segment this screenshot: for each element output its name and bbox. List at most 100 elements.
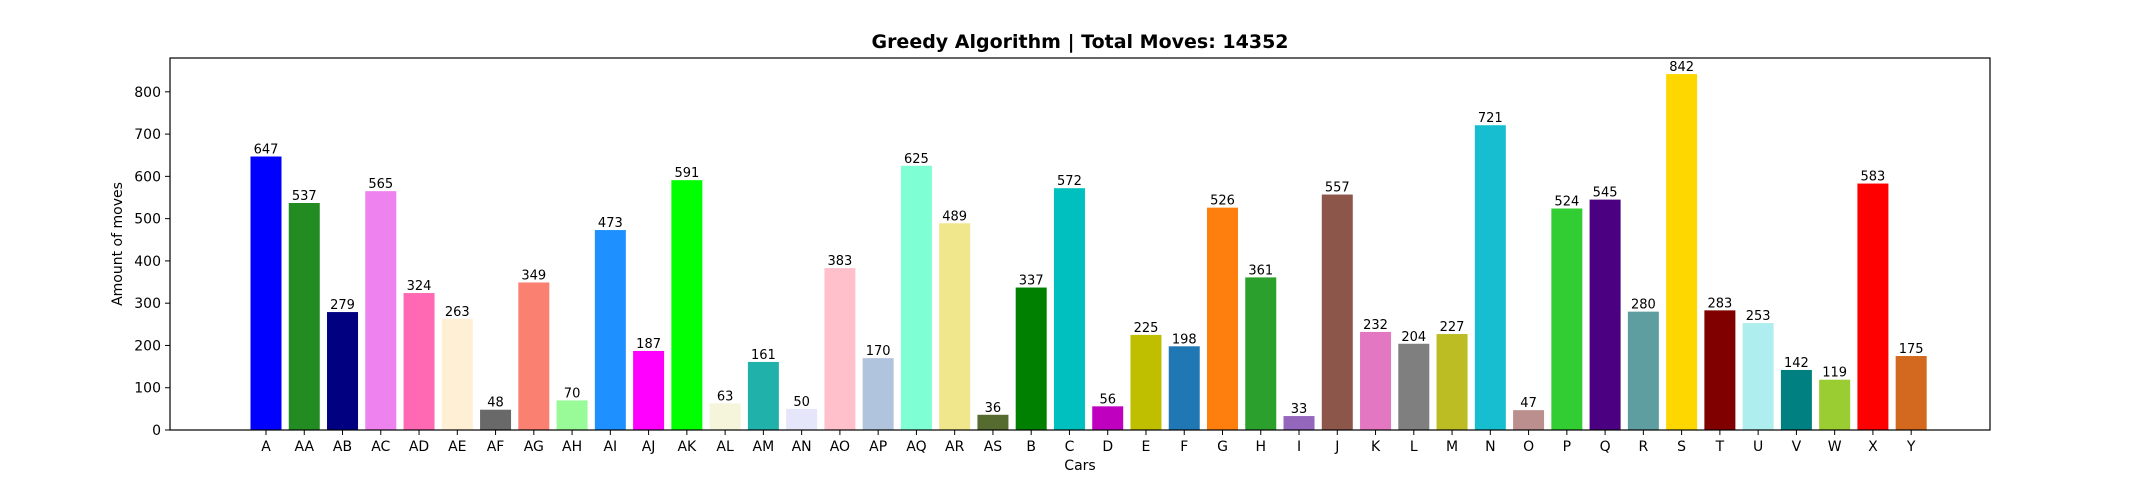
data-label-AN: 50 xyxy=(793,395,810,410)
data-label-M: 227 xyxy=(1440,320,1465,335)
bar-F xyxy=(1168,346,1200,430)
data-label-AC: 565 xyxy=(368,177,393,192)
data-label-Q: 545 xyxy=(1593,186,1618,201)
x-tick-label-G: G xyxy=(1217,439,1228,455)
bar-AQ xyxy=(900,165,932,431)
data-label-AP: 170 xyxy=(866,344,891,359)
bar-X xyxy=(1857,183,1889,430)
y-tick-label-100: 100 xyxy=(134,381,161,397)
x-tick-label-L: L xyxy=(1410,439,1418,455)
bar-AF xyxy=(480,409,512,430)
data-label-AA: 537 xyxy=(292,189,317,204)
bar-P xyxy=(1551,208,1583,430)
bar-AH xyxy=(556,400,588,430)
x-tick-label-N: N xyxy=(1485,439,1495,455)
y-tick-label-400: 400 xyxy=(134,254,161,270)
bar-Q xyxy=(1589,199,1621,430)
x-tick-label-D: D xyxy=(1102,439,1113,455)
x-tick-label-AS: AS xyxy=(984,439,1003,455)
x-tick-label-AD: AD xyxy=(409,439,429,455)
bar-C xyxy=(1053,188,1085,430)
bar-AP xyxy=(862,358,894,430)
x-tick-label-O: O xyxy=(1523,439,1534,455)
bar-AK xyxy=(671,180,703,430)
chart-title: Greedy Algorithm | Total Moves: 14352 xyxy=(871,31,1288,53)
x-tick-label-AI: AI xyxy=(603,439,617,455)
x-tick-label-AC: AC xyxy=(371,439,390,455)
y-tick-label-500: 500 xyxy=(134,212,161,228)
x-tick-label-Q: Q xyxy=(1600,439,1611,455)
data-label-AH: 70 xyxy=(564,386,581,401)
bar-U xyxy=(1742,323,1774,430)
x-tick-label-K: K xyxy=(1371,439,1381,455)
bar-R xyxy=(1627,311,1659,430)
x-tick-label-T: T xyxy=(1715,439,1725,455)
x-tick-label-AO: AO xyxy=(830,439,850,455)
bar-AS xyxy=(977,414,1009,430)
y-tick-label-0: 0 xyxy=(152,423,161,439)
x-tick-label-U: U xyxy=(1753,439,1763,455)
y-tick-label-600: 600 xyxy=(134,169,161,185)
bar-AA xyxy=(288,203,320,430)
data-label-AK: 591 xyxy=(674,166,699,181)
x-tick-label-R: R xyxy=(1638,439,1648,455)
y-axis: 0 100 200 300 400 500 600 700 800 xyxy=(134,85,170,439)
data-label-AD: 324 xyxy=(407,279,432,294)
bar-B xyxy=(1015,287,1047,430)
data-label-V: 142 xyxy=(1784,356,1809,371)
data-label-AR: 489 xyxy=(942,209,967,224)
bar-J xyxy=(1321,194,1353,430)
x-tick-label-AM: AM xyxy=(753,439,775,455)
data-label-P: 524 xyxy=(1554,194,1579,209)
data-label-L: 204 xyxy=(1401,330,1426,345)
data-label-D: 56 xyxy=(1099,392,1116,407)
y-tick-label-800: 800 xyxy=(134,85,161,101)
x-tick-label-AQ: AQ xyxy=(906,439,926,455)
data-label-F: 198 xyxy=(1172,332,1197,347)
data-label-T: 283 xyxy=(1707,296,1732,311)
data-label-AE: 263 xyxy=(445,305,470,320)
x-tick-label-S: S xyxy=(1677,439,1686,455)
x-tick-label-AG: AG xyxy=(524,439,544,455)
bar-AD xyxy=(403,293,435,430)
bar-AM xyxy=(747,361,779,430)
x-tick-label-P: P xyxy=(1563,439,1571,455)
bar-T xyxy=(1704,310,1736,430)
data-labels-group: 647 537 279 565 324 263 48 349 70 473 187 591 63 161 5… xyxy=(254,60,1924,417)
data-label-AI: 473 xyxy=(598,216,623,231)
x-tick-label-V: V xyxy=(1792,439,1802,455)
x-tick-label-I: I xyxy=(1297,439,1301,455)
x-tick-label-Y: Y xyxy=(1906,439,1916,455)
bar-AO xyxy=(824,268,856,430)
x-tick-label-J: J xyxy=(1334,439,1339,455)
data-label-AM: 161 xyxy=(751,348,776,363)
data-label-J: 557 xyxy=(1325,181,1350,196)
data-label-AF: 48 xyxy=(487,396,504,411)
data-label-AO: 383 xyxy=(827,254,852,269)
bar-AE xyxy=(441,318,473,430)
bar-O xyxy=(1513,410,1545,430)
x-tick-label-AK: AK xyxy=(677,439,697,455)
x-tick-label-AH: AH xyxy=(562,439,582,455)
data-label-Y: 175 xyxy=(1899,342,1924,357)
data-label-K: 232 xyxy=(1363,318,1388,333)
x-tick-label-AR: AR xyxy=(945,439,965,455)
data-label-AG: 349 xyxy=(521,268,546,283)
bar-AG xyxy=(518,282,550,430)
data-label-AQ: 625 xyxy=(904,152,929,167)
x-tick-label-AB: AB xyxy=(333,439,352,455)
bar-S xyxy=(1666,74,1698,430)
data-label-AS: 36 xyxy=(985,401,1002,416)
y-tick-label-700: 700 xyxy=(134,127,161,143)
y-tick-label-300: 300 xyxy=(134,296,161,312)
x-axis: A AA AB AC AD AE AF AG AH AI AJ AK AL AM AN AO AP AQ AR AS B… xyxy=(261,430,1916,455)
data-label-AJ: 187 xyxy=(636,337,661,352)
x-tick-label-AJ: AJ xyxy=(642,439,656,455)
bars-group xyxy=(250,74,1927,431)
y-axis-label: Amount of moves xyxy=(110,182,126,306)
x-tick-label-F: F xyxy=(1180,439,1188,455)
bar-N xyxy=(1474,125,1506,431)
data-label-AL: 63 xyxy=(717,389,734,404)
bar-AC xyxy=(365,191,397,430)
